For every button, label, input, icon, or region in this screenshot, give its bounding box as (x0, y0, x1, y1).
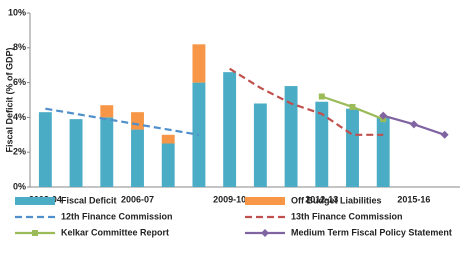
bar (131, 129, 144, 187)
x-tick-label: 2009-10 (213, 194, 246, 204)
bar (38, 112, 52, 187)
x-tick-label: 2006-07 (121, 194, 154, 204)
y-tick-label: 8% (13, 42, 26, 52)
line (45, 107, 200, 136)
y-tick-label: 4% (13, 112, 26, 122)
legend-swatch (245, 197, 285, 205)
bar (253, 103, 267, 187)
legend-marker (32, 230, 38, 236)
y-axis-label: Fiscal Deficit (% of GDP) (4, 47, 14, 152)
y-tick-label: 2% (13, 147, 26, 157)
x-tick-label: 2015-16 (397, 194, 430, 204)
marker (379, 111, 388, 120)
bar (192, 44, 206, 83)
bar (315, 101, 329, 187)
legend-label: Off Budget Liabilities (291, 195, 382, 205)
bar (346, 108, 359, 187)
line (229, 67, 384, 136)
bar (161, 143, 175, 187)
marker (409, 120, 418, 129)
legend-label: Medium Term Fiscal Policy Statement (291, 227, 452, 237)
bar (161, 134, 175, 144)
legend-label: 13th Finance Commission (291, 211, 403, 221)
bar (100, 117, 114, 187)
y-tick-label: 0% (13, 181, 26, 191)
y-tick-label: 6% (13, 77, 26, 87)
legend-label: Fiscal Deficit (61, 195, 117, 205)
bar (284, 86, 298, 187)
legend-marker (261, 229, 269, 237)
marker (349, 103, 356, 110)
bar (69, 119, 83, 187)
y-tick-label: 10% (8, 7, 26, 17)
legend-label: Kelkar Committee Report (61, 227, 169, 237)
legend-label: 12th Finance Commission (61, 211, 173, 221)
bar (223, 72, 237, 187)
x-tick-label: 2012-13 (305, 194, 338, 204)
bar (131, 112, 144, 130)
marker (440, 130, 449, 139)
legend-swatch (15, 197, 55, 205)
marker (318, 93, 325, 100)
bar (100, 105, 114, 118)
bar (376, 117, 390, 187)
